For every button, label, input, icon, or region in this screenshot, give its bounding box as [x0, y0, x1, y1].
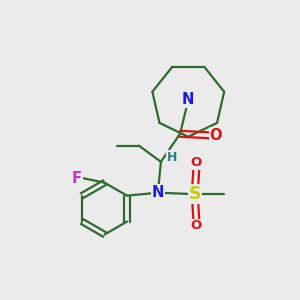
Text: S: S [188, 185, 201, 203]
Text: O: O [190, 156, 202, 169]
Text: F: F [72, 171, 82, 186]
Text: N: N [152, 185, 164, 200]
Text: N: N [182, 92, 194, 107]
Text: O: O [190, 219, 202, 232]
Text: H: H [167, 151, 177, 164]
Text: O: O [210, 128, 222, 143]
